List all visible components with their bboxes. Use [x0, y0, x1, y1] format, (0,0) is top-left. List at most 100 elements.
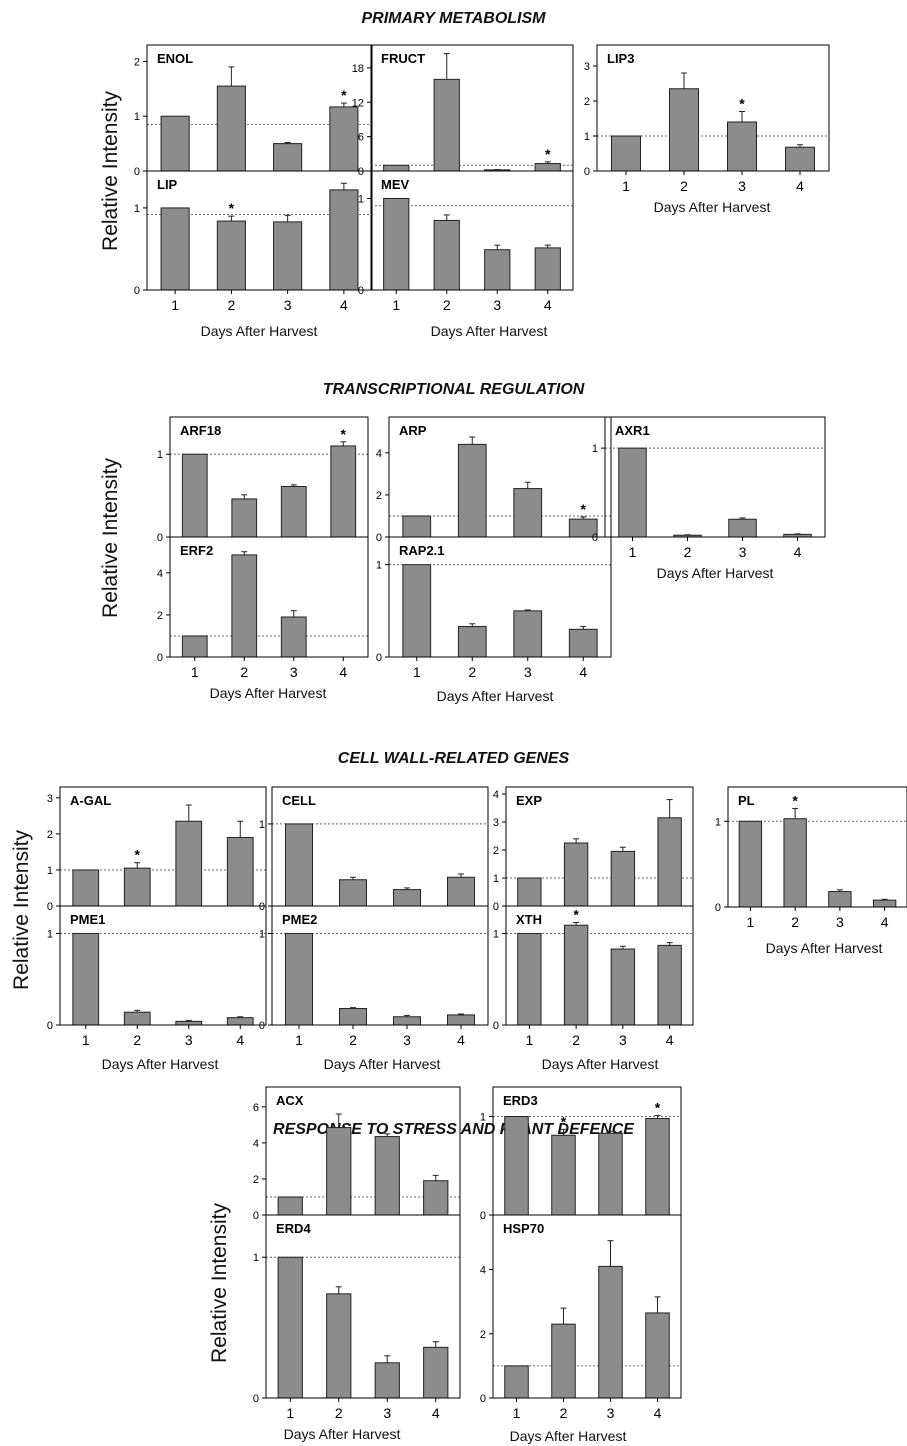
bar	[484, 249, 511, 291]
x-tick-label: 3	[185, 1032, 193, 1048]
panel-title: LIP3	[607, 51, 634, 66]
bar	[657, 817, 682, 907]
bar	[402, 564, 432, 658]
x-tick-label: 4	[457, 1032, 465, 1048]
panel-frame	[727, 786, 907, 908]
significance-mark: *	[135, 847, 141, 863]
bar	[423, 1180, 449, 1216]
x-tick-label: 3	[284, 297, 292, 313]
y-tick-label: 6	[253, 1102, 259, 1114]
bar	[374, 1362, 400, 1399]
x-tick-label: 4	[579, 664, 587, 680]
bar	[383, 197, 410, 291]
y-tick-label: 0	[358, 285, 364, 297]
y-tick-label: 2	[253, 1174, 259, 1186]
panel-frame	[388, 536, 612, 658]
bar	[727, 121, 757, 172]
panel-acx: 0 2 4 6 ACX	[253, 1086, 461, 1222]
y-tick-label: 2	[584, 96, 590, 108]
y-tick-label: 0	[253, 1393, 259, 1405]
x-tick-label: 4	[794, 544, 802, 560]
panel-pl: 1 * 2 3 4 0 1 PL	[715, 786, 907, 930]
y-tick-label: 1	[584, 131, 590, 143]
x-tick-label: 4	[340, 297, 348, 313]
bar	[568, 628, 598, 658]
y-tick-label: 2	[493, 845, 499, 857]
x-axis-label-axr1: Days After Harvest	[656, 565, 774, 581]
panel-title: ERD4	[276, 1221, 311, 1236]
bar	[273, 143, 303, 172]
significance-mark: *	[792, 792, 798, 808]
y-tick-label: 2	[134, 56, 140, 68]
bar	[517, 932, 542, 1026]
panel-lip3: 1 2 * 3 4 0 1 2 3 LIP3	[584, 44, 830, 194]
bar	[285, 823, 313, 907]
panel-title: FRUCT	[381, 51, 425, 66]
significance-mark: *	[561, 1113, 567, 1129]
x-tick-label: 2	[572, 1032, 580, 1048]
significance-mark: *	[341, 426, 347, 442]
x-tick-label: 3	[619, 1032, 627, 1048]
y-tick-label: 1	[493, 873, 499, 885]
y-tick-label: 1	[259, 928, 265, 940]
panel-fruct: * 0 6 12 18 FRUCT	[352, 44, 574, 178]
x-axis-label-lip: Days After Harvest	[200, 323, 318, 339]
bar	[326, 1293, 352, 1399]
x-axis-label-hsp70: Days After Harvest	[509, 1428, 627, 1444]
panel-title: A-GAL	[70, 793, 111, 808]
x-tick-label: 2	[335, 1405, 343, 1421]
x-tick-label: 2	[133, 1032, 141, 1048]
bar	[273, 221, 303, 291]
bar	[669, 88, 699, 172]
x-tick-label: 3	[739, 544, 747, 560]
y-tick-label: 0	[493, 1020, 499, 1032]
y-tick-label: 0	[493, 901, 499, 913]
bar	[457, 626, 487, 658]
x-axis-label-erf2: Days After Harvest	[209, 685, 327, 701]
y-axis-label-transcriptional: Relative Intensity	[99, 458, 122, 618]
panel-enol: *012 ENOL	[134, 44, 373, 178]
significance-mark: *	[229, 200, 235, 216]
x-tick-label: 1	[413, 664, 421, 680]
panel-title: ACX	[276, 1093, 304, 1108]
x-axis-label-rap21: Days After Harvest	[436, 688, 554, 704]
panel-title: PL	[738, 793, 755, 808]
bar	[534, 247, 561, 291]
bar	[402, 515, 432, 538]
panel-frame	[265, 1214, 461, 1399]
bar	[181, 635, 208, 658]
y-tick-label: 1	[715, 816, 721, 828]
x-tick-label: 4	[432, 1405, 440, 1421]
panel-frame	[604, 416, 826, 538]
bar	[618, 447, 647, 538]
bar	[329, 189, 359, 291]
bar	[785, 146, 815, 172]
panel-title: AXR1	[615, 423, 650, 438]
y-tick-label: 0	[376, 532, 382, 544]
panel-erd3: * * 0 1 ERD3	[480, 1086, 682, 1222]
bar	[457, 443, 487, 538]
panel-title: MEV	[381, 177, 410, 192]
panel-pme2: 1 2 3 4 0 1 PME2	[259, 905, 489, 1048]
y-tick-label: 3	[493, 817, 499, 829]
y-tick-label: 18	[352, 63, 364, 75]
y-tick-label: 4	[157, 568, 163, 580]
panel-frame	[59, 905, 267, 1026]
x-tick-label: 1	[286, 1405, 294, 1421]
y-tick-label: 3	[47, 793, 53, 805]
y-tick-label: 0	[259, 901, 265, 913]
x-tick-label: 3	[383, 1405, 391, 1421]
panel-xth: 1 * 2 3 4 0 1 XTH	[493, 905, 694, 1048]
y-tick-label: 4	[480, 1265, 486, 1277]
panel-agal: * 0 1 2 3 A-GAL	[47, 786, 267, 913]
y-tick-label: 1	[253, 1252, 259, 1264]
panel-title: PME2	[282, 912, 317, 927]
bar	[216, 220, 246, 291]
bar	[423, 1346, 449, 1399]
bar	[374, 1136, 400, 1216]
y-axis-label-stress: Relative Intensity	[208, 1203, 231, 1363]
x-tick-label: 2	[240, 664, 248, 680]
x-tick-label: 4	[796, 178, 804, 194]
panel-title: RAP2.1	[399, 543, 445, 558]
